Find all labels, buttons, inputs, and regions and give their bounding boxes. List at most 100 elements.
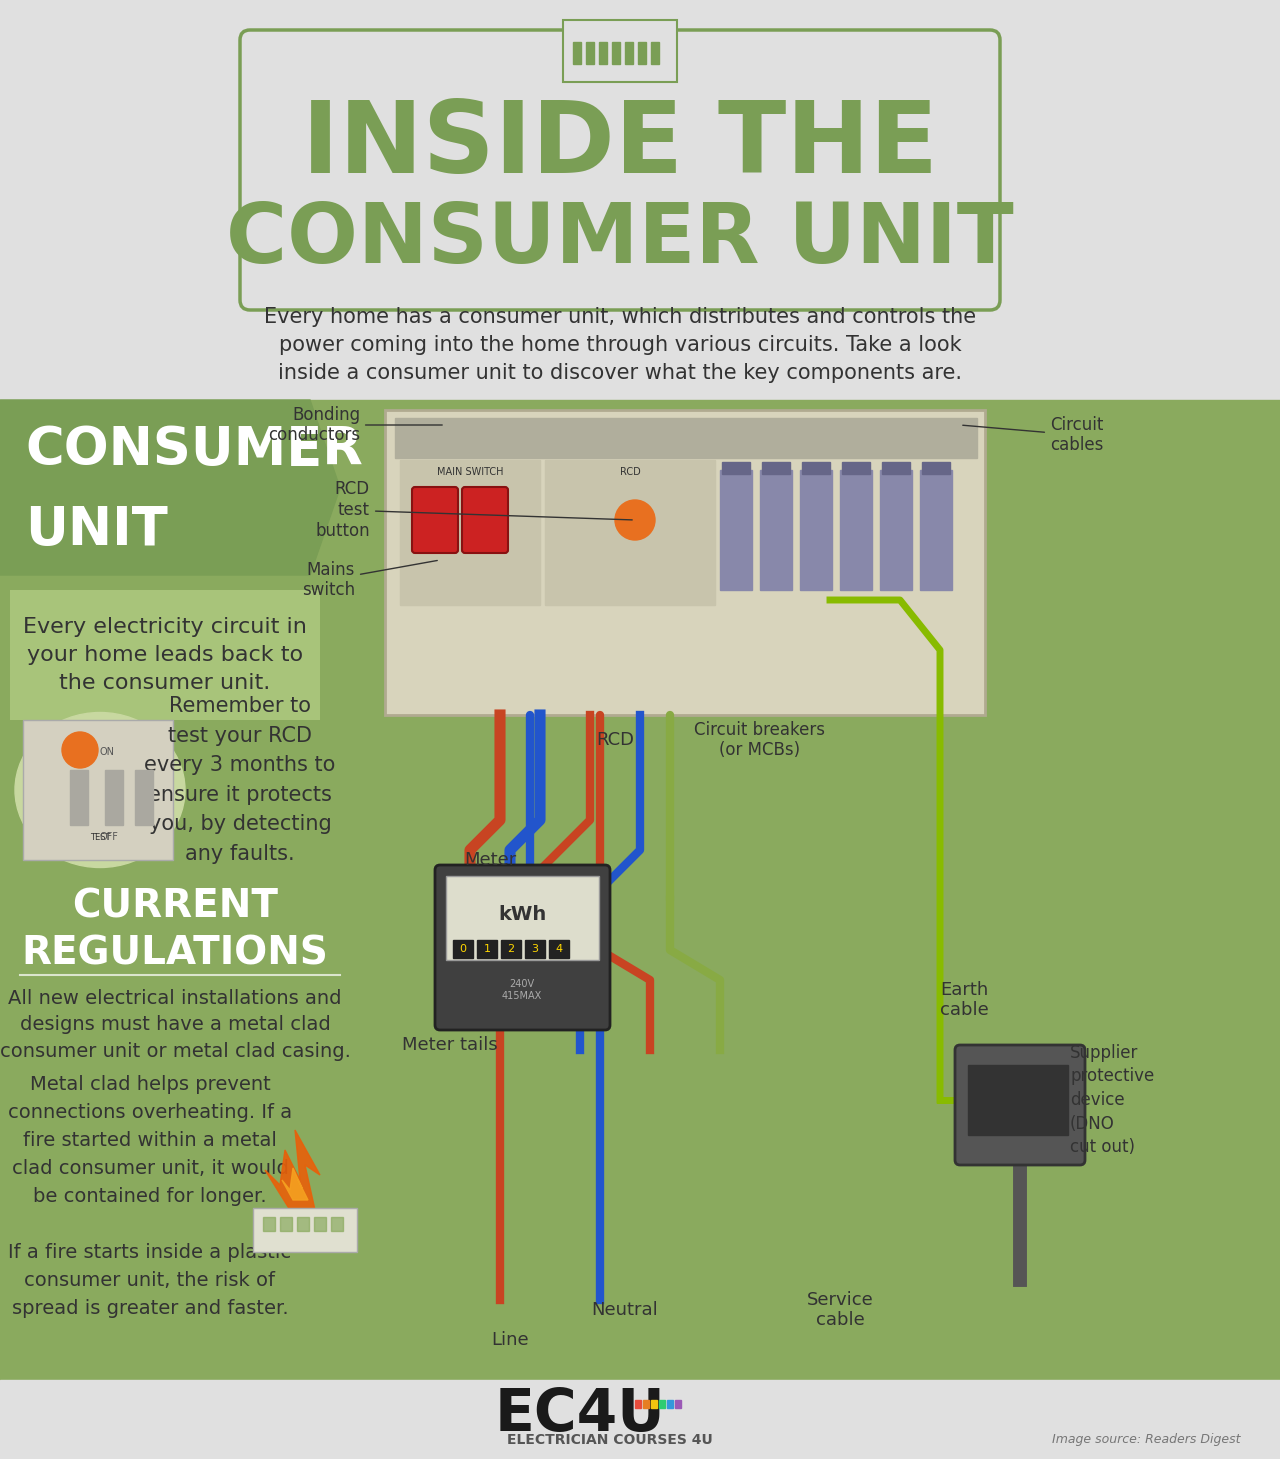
Bar [525, 940, 545, 959]
Bar [762, 463, 790, 474]
Text: 240V
415MAX: 240V 415MAX [502, 979, 543, 1001]
Text: Circuit breakers
(or MCBs): Circuit breakers (or MCBs) [695, 721, 826, 759]
Bar [800, 470, 832, 589]
Circle shape [61, 732, 99, 767]
Text: RCD: RCD [596, 731, 634, 748]
Bar [586, 42, 594, 64]
Bar [262, 1217, 275, 1231]
Text: Supplier
protective
device
(DNO
cut out): Supplier protective device (DNO cut out) [1070, 1043, 1155, 1156]
Bar [719, 470, 753, 589]
Bar [0, 400, 1280, 1459]
FancyBboxPatch shape [253, 1208, 357, 1252]
Bar [675, 1401, 681, 1408]
Bar [280, 1217, 292, 1231]
Text: INSIDE THE: INSIDE THE [302, 96, 938, 194]
Text: kWh: kWh [498, 906, 547, 925]
Polygon shape [282, 1169, 308, 1199]
Bar [134, 770, 154, 824]
Text: Earth
cable: Earth cable [940, 980, 988, 1020]
Text: Mains
switch: Mains switch [302, 560, 438, 600]
Text: Every home has a consumer unit, which distributes and controls the
power coming : Every home has a consumer unit, which di… [264, 306, 977, 384]
Text: CONSUMER UNIT: CONSUMER UNIT [227, 200, 1014, 280]
Text: Meter tails: Meter tails [402, 1036, 498, 1053]
Bar [599, 42, 607, 64]
FancyBboxPatch shape [385, 410, 986, 715]
FancyBboxPatch shape [563, 20, 677, 82]
FancyBboxPatch shape [23, 719, 173, 859]
Bar [70, 770, 88, 824]
Text: If a fire starts inside a plastic
consumer unit, the risk of
spread is greater a: If a fire starts inside a plastic consum… [9, 1243, 292, 1317]
Bar [399, 460, 540, 605]
FancyBboxPatch shape [241, 31, 1000, 309]
Bar [612, 42, 620, 64]
Text: All new electrical installations and
designs must have a metal clad
consumer uni: All new electrical installations and des… [0, 989, 351, 1061]
Bar [968, 1065, 1068, 1135]
Bar [314, 1217, 326, 1231]
Text: Bonding
conductors: Bonding conductors [268, 406, 442, 445]
Ellipse shape [15, 712, 186, 868]
Bar [882, 463, 910, 474]
Bar [659, 1401, 666, 1408]
Bar [635, 1401, 641, 1408]
Bar [840, 470, 872, 589]
Bar [573, 42, 581, 64]
FancyBboxPatch shape [955, 1045, 1085, 1164]
Text: Metal clad helps prevent
connections overheating. If a
fire started within a met: Metal clad helps prevent connections ove… [8, 1074, 292, 1205]
Bar [0, 1380, 1280, 1459]
Bar [637, 42, 646, 64]
Bar [881, 470, 911, 589]
Bar [920, 470, 952, 589]
Text: 4: 4 [556, 944, 563, 954]
Circle shape [614, 500, 655, 540]
Bar [667, 1401, 673, 1408]
Text: UNIT: UNIT [26, 503, 168, 556]
Text: Line: Line [492, 1331, 529, 1350]
Text: Image source: Readers Digest: Image source: Readers Digest [1051, 1434, 1240, 1446]
Text: ELECTRICIAN COURSES 4U: ELECTRICIAN COURSES 4U [507, 1433, 713, 1447]
Text: 2: 2 [507, 944, 515, 954]
Text: ON: ON [100, 747, 115, 757]
Text: 0: 0 [460, 944, 466, 954]
Text: Meter: Meter [463, 851, 516, 870]
Bar [549, 940, 570, 959]
Bar [625, 42, 634, 64]
Bar [105, 770, 123, 824]
Bar [760, 470, 792, 589]
Bar [0, 0, 1280, 400]
Bar [652, 42, 659, 64]
Text: Circuit
cables: Circuit cables [963, 416, 1103, 454]
Bar [332, 1217, 343, 1231]
Text: TEST: TEST [90, 833, 110, 842]
Bar [500, 940, 521, 959]
Polygon shape [0, 400, 340, 575]
Text: EC4U: EC4U [494, 1386, 666, 1443]
Bar [652, 1401, 657, 1408]
Bar [453, 940, 474, 959]
Bar [722, 463, 750, 474]
FancyBboxPatch shape [412, 487, 458, 553]
Text: RCD
test
button: RCD test button [315, 480, 632, 540]
Bar [922, 463, 950, 474]
FancyBboxPatch shape [435, 865, 611, 1030]
Text: Neutral: Neutral [591, 1301, 658, 1319]
Bar [396, 417, 977, 458]
Bar [545, 460, 716, 605]
Text: MAIN SWITCH: MAIN SWITCH [436, 467, 503, 477]
FancyBboxPatch shape [10, 589, 320, 719]
Text: CURRENT
REGULATIONS: CURRENT REGULATIONS [22, 887, 329, 973]
Bar [803, 463, 829, 474]
Polygon shape [265, 1131, 320, 1210]
Bar [842, 463, 870, 474]
Bar [477, 940, 497, 959]
Text: 1: 1 [484, 944, 490, 954]
Text: RCD: RCD [620, 467, 640, 477]
Text: Service
cable: Service cable [806, 1291, 873, 1329]
Text: 3: 3 [531, 944, 539, 954]
Bar [643, 1401, 649, 1408]
Text: Remember to
test your RCD
every 3 months to
ensure it protects
you, by detecting: Remember to test your RCD every 3 months… [145, 696, 335, 864]
Bar [297, 1217, 308, 1231]
Text: CONSUMER: CONSUMER [26, 425, 362, 476]
FancyBboxPatch shape [462, 487, 508, 553]
FancyBboxPatch shape [445, 875, 599, 960]
Text: Every electricity circuit in
your home leads back to
the consumer unit.: Every electricity circuit in your home l… [23, 617, 307, 693]
